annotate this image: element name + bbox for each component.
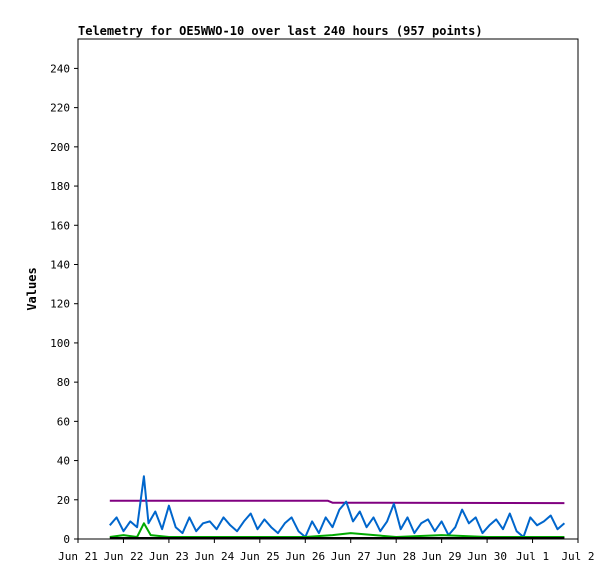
x-tick-label: Jun 30 bbox=[467, 550, 507, 563]
series-line-2 bbox=[109, 475, 566, 538]
y-tick-label: 80 bbox=[57, 376, 70, 389]
y-tick-label: 120 bbox=[50, 298, 70, 311]
x-tick-label: Jul 2 bbox=[561, 550, 594, 563]
x-tick-label: Jul 1 bbox=[516, 550, 549, 563]
x-tick-label: Jun 28 bbox=[376, 550, 416, 563]
series-line-1 bbox=[109, 499, 565, 505]
y-tick-label: 200 bbox=[50, 141, 70, 154]
y-tick-label: 100 bbox=[50, 337, 70, 350]
y-tick-label: 160 bbox=[50, 219, 70, 232]
y-tick-label: 60 bbox=[57, 415, 70, 428]
y-tick-label: 180 bbox=[50, 180, 70, 193]
y-tick-label: 20 bbox=[57, 494, 70, 507]
chart-title: Telemetry for OE5WWO-10 over last 240 ho… bbox=[78, 24, 483, 38]
x-tick-label: Jun 24 bbox=[194, 550, 234, 563]
x-tick-label: Jun 22 bbox=[104, 550, 144, 563]
x-tick-label: Jun 25 bbox=[240, 550, 280, 563]
series-layer bbox=[109, 475, 566, 539]
y-tick-label: 240 bbox=[50, 62, 70, 75]
x-axis-ticks: Jun 21 Jun 22 Jun 23 Jun 24 Jun 25 Jun 26 Jun … bbox=[58, 539, 595, 563]
x-tick-label: Jun 27 bbox=[331, 550, 371, 563]
y-axis-label: Values bbox=[25, 267, 39, 310]
plot-area-frame bbox=[77, 38, 579, 540]
x-tick-label: Jun 29 bbox=[422, 550, 462, 563]
y-tick-label: 40 bbox=[57, 455, 70, 468]
y-tick-label: 0 bbox=[63, 533, 70, 546]
y-tick-label: 140 bbox=[50, 258, 70, 271]
x-tick-label: Jun 23 bbox=[149, 550, 189, 563]
x-tick-label: Jun 26 bbox=[285, 550, 325, 563]
y-axis-ticks: 0 20 40 60 80 100 120 140 160 180 200 220 240 bbox=[50, 62, 78, 546]
x-tick-label: Jun 21 bbox=[58, 550, 98, 563]
y-tick-label: 220 bbox=[50, 102, 70, 115]
